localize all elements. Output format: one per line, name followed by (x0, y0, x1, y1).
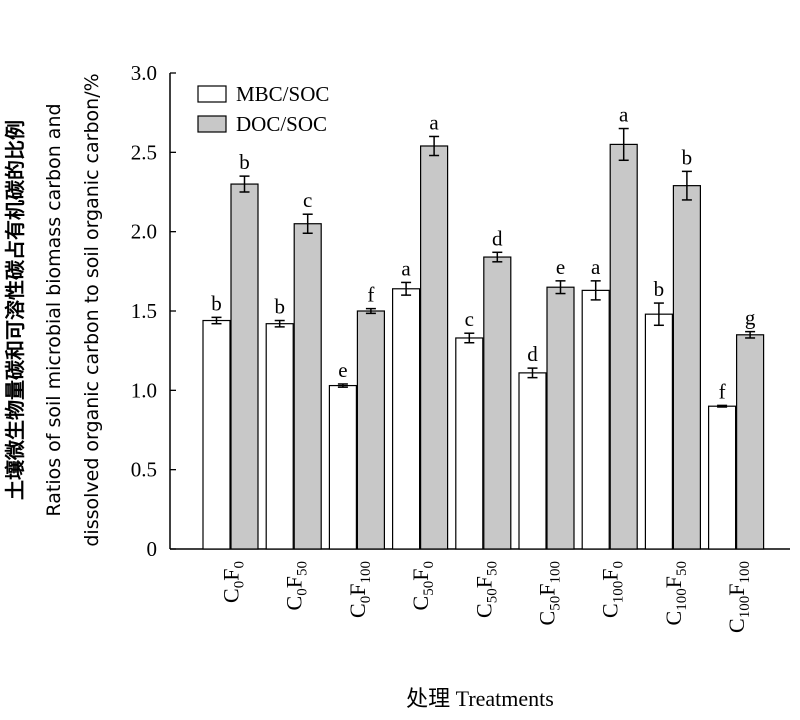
y-axis-label-english-line1: Ratios of soil microbial biomass carbon … (43, 103, 65, 516)
x-tick-label-text: C100F100 (724, 561, 753, 633)
bar-doc (483, 256, 512, 550)
x-tick-label: C0F50 (282, 561, 311, 610)
bar-doc (672, 185, 702, 550)
significance-letter: b (274, 295, 285, 319)
x-tick-label: C50F0 (408, 561, 437, 610)
y-tick-label: 2.5 (131, 140, 157, 164)
plot-area: 0 0.5 1.0 1.5 2.0 2.5 3.0 b b C0F0 b c C0F50 e f C0F100… (131, 61, 790, 633)
x-tick-label-text: C0F100 (345, 561, 374, 618)
significance-letter: d (527, 342, 538, 366)
y-axis-label-english-line2: dissolved organic carbon to soil organic… (81, 73, 103, 546)
x-tick-label-text: C100F50 (661, 561, 690, 625)
bar-mbc (265, 323, 294, 550)
significance-letter: f (367, 283, 374, 307)
x-tick-label: C0F100 (345, 561, 374, 618)
significance-letter: c (465, 307, 474, 331)
significance-letter: a (429, 110, 439, 134)
significance-letter: b (211, 291, 222, 315)
x-tick-label: C50F100 (535, 561, 564, 625)
y-tick-label: 1.0 (131, 378, 157, 402)
legend-swatch (197, 115, 227, 133)
bar-doc (546, 286, 575, 550)
bar-mbc (707, 405, 737, 550)
bar-mbc (202, 319, 231, 550)
bar-doc (420, 145, 449, 550)
y-tick-label: 1.5 (131, 299, 157, 323)
significance-letter: d (492, 226, 503, 250)
x-axis-label: 处理 Treatments (406, 686, 554, 711)
bar-mbc (518, 372, 547, 550)
x-tick-label: C50F50 (471, 561, 500, 618)
y-axis-label: 土壤微生物量碳和可溶性碳占有机碳的比例 Ratios of soil micro… (3, 73, 103, 546)
significance-letter: b (239, 150, 250, 174)
x-tick-label-text: C0F0 (219, 561, 248, 603)
significance-letter: a (619, 103, 629, 127)
bar-mbc (328, 384, 357, 550)
significance-letter: c (303, 188, 312, 212)
significance-letter: g (745, 306, 756, 330)
bar-mbc (455, 337, 484, 550)
x-tick-label: C100F100 (724, 561, 753, 633)
significance-letter: e (338, 358, 347, 382)
bar-mbc (644, 313, 674, 550)
x-tick-label-text: C0F50 (282, 561, 311, 610)
significance-letter: b (682, 145, 693, 169)
bar-doc (230, 183, 259, 550)
y-tick-label: 3.0 (131, 61, 157, 85)
bar-mbc (581, 289, 610, 550)
bar-doc (356, 310, 385, 550)
significance-letter: e (556, 255, 565, 279)
y-tick-label: 0 (147, 537, 158, 561)
significance-letter: a (401, 256, 411, 280)
bar-doc (609, 143, 638, 550)
y-tick-label: 2.0 (131, 220, 157, 244)
bar-mbc (392, 288, 421, 550)
legend-label: DOC/SOC (236, 112, 327, 136)
significance-letter: a (591, 255, 601, 279)
x-tick-label-text: C50F50 (471, 561, 500, 618)
y-tick-label: 0.5 (131, 458, 157, 482)
y-axis-label-chinese: 土壤微生物量碳和可溶性碳占有机碳的比例 (3, 120, 27, 500)
significance-letter: f (719, 379, 726, 403)
x-tick-label-text: C100F0 (598, 561, 627, 618)
bar-doc (735, 334, 765, 550)
legend-label: MBC/SOC (236, 82, 329, 106)
significance-letter: b (654, 277, 665, 301)
bar-doc (293, 223, 322, 550)
x-tick-label-text: C50F0 (408, 561, 437, 610)
x-tick-label: C100F50 (661, 561, 690, 625)
legend-swatch (197, 85, 227, 103)
x-tick-label: C100F0 (598, 561, 627, 618)
x-tick-label-text: C50F100 (535, 561, 564, 625)
x-tick-label: C0F0 (219, 561, 248, 603)
